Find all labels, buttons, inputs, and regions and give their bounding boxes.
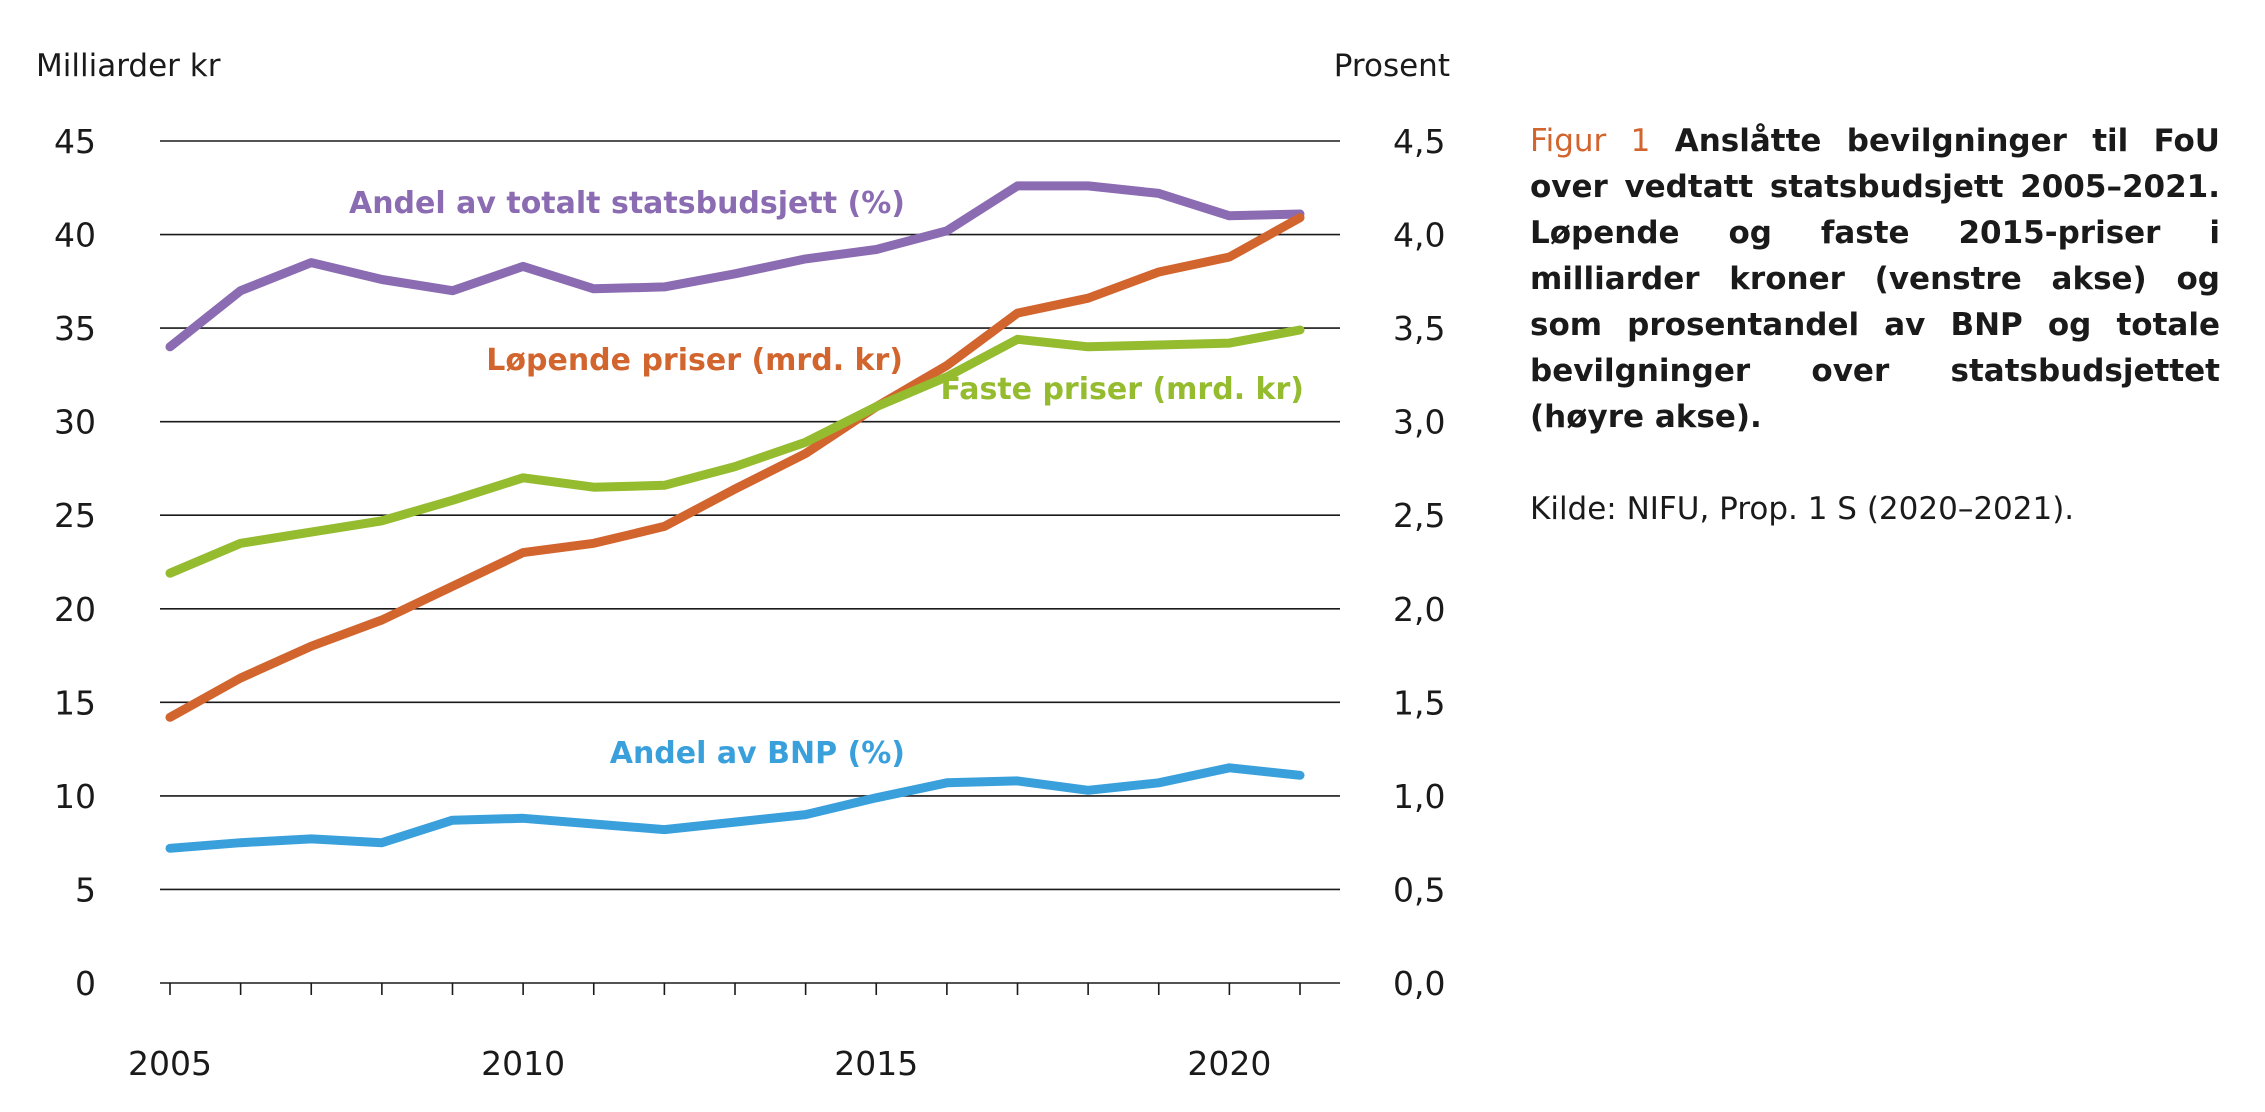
- left-tick-label: 10: [54, 777, 96, 816]
- right-tick-label: 1,0: [1393, 777, 1445, 816]
- series-lines: [165, 181, 1305, 853]
- left-tick-label: 20: [54, 590, 96, 629]
- left-tick-label: 45: [54, 122, 96, 161]
- series-line-0: [165, 181, 1305, 352]
- series-line-2: [165, 325, 1305, 578]
- series-label-1: Løpende priser (mrd. kr): [486, 343, 903, 378]
- x-tick-label: 2010: [481, 1044, 565, 1083]
- series-line-1: [165, 213, 1305, 722]
- right-tick-label: 2,5: [1393, 496, 1445, 535]
- right-tick-label: 1,5: [1393, 683, 1445, 722]
- right-tick-label: 0,0: [1393, 964, 1445, 1003]
- series-line-3: [165, 763, 1305, 853]
- x-tick-label: 2020: [1187, 1044, 1271, 1083]
- line-chart: Milliarder kr Prosent 0 5 10 15 20 25 30 35 40 45…: [36, 48, 1450, 1083]
- series-labels: Andel av totalt statsbudsjett (%) Løpende…: [349, 186, 1304, 771]
- left-tick-label: 25: [54, 496, 96, 535]
- left-tick-label: 15: [54, 683, 96, 722]
- left-tick-label: 40: [54, 216, 96, 255]
- right-axis: 0,0 0,5 1,0 1,5 2,0 2,5 3,0 3,5 4,0 4,5: [1393, 122, 1445, 1003]
- right-tick-label: 2,0: [1393, 590, 1445, 629]
- left-axis-title: Milliarder kr: [36, 48, 221, 84]
- series-label-2: Faste priser (mrd. kr): [940, 372, 1304, 407]
- x-tick-label: 2015: [834, 1044, 918, 1083]
- figure-label: Figur 1: [1530, 123, 1651, 159]
- right-tick-label: 4,0: [1393, 216, 1445, 255]
- figure-caption: Figur 1 Anslåtte bevilgninger til FoU ov…: [1530, 118, 2220, 532]
- gridlines: [160, 140, 1340, 984]
- series-label-0: Andel av totalt statsbudsjett (%): [349, 186, 905, 221]
- left-tick-label: 35: [54, 309, 96, 348]
- left-tick-label: 30: [54, 403, 96, 442]
- figure-source: Kilde: NIFU, Prop. 1 S (2020–2021).: [1530, 491, 2075, 527]
- right-axis-title: Prosent: [1334, 48, 1450, 84]
- right-tick-label: 0,5: [1393, 870, 1445, 909]
- left-tick-label: 5: [75, 870, 96, 909]
- right-tick-label: 4,5: [1393, 122, 1445, 161]
- left-axis: 0 5 10 15 20 25 30 35 40 45: [54, 122, 96, 1003]
- figure-title: Anslåtte bevilgninger til FoU over vedta…: [1530, 123, 2220, 435]
- series-label-3: Andel av BNP (%): [610, 736, 905, 771]
- right-tick-label: 3,5: [1393, 309, 1445, 348]
- x-axis: 2005 2010 2015 2020: [128, 983, 1301, 1083]
- x-tick-label: 2005: [128, 1044, 212, 1083]
- right-tick-label: 3,0: [1393, 403, 1445, 442]
- left-tick-label: 0: [75, 964, 96, 1003]
